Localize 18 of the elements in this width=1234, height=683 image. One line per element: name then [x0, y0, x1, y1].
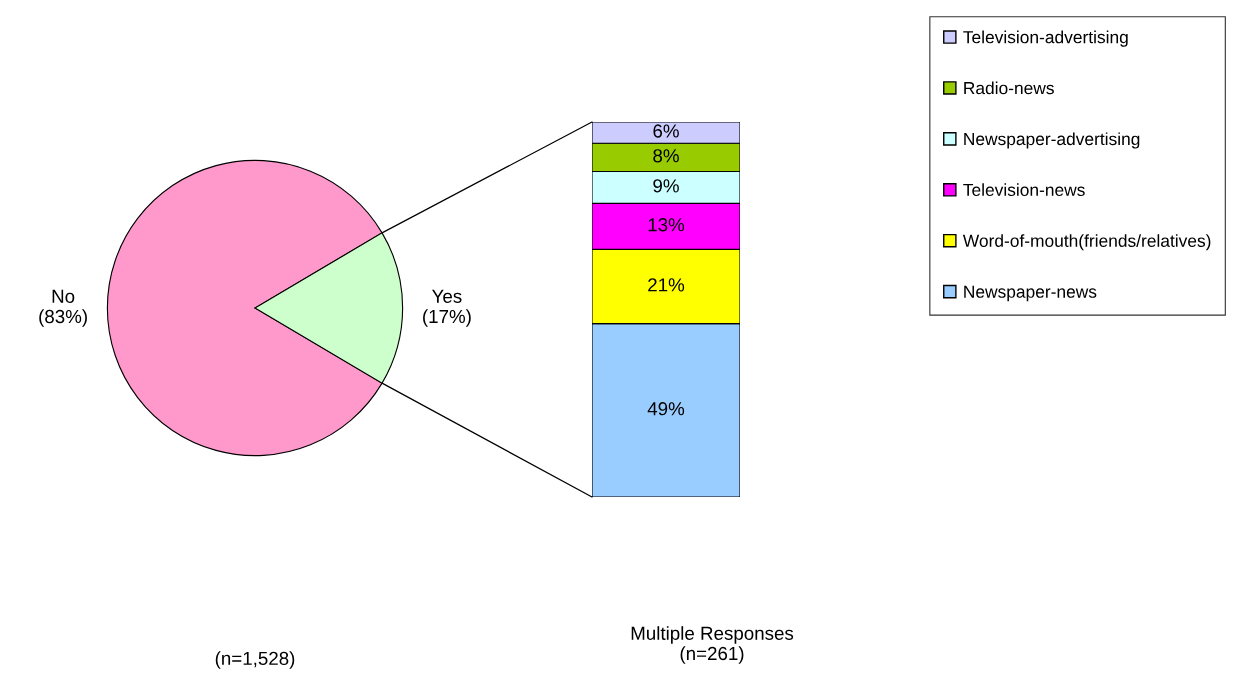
- legend-label: Word-of-mouth(friends/relatives): [962, 234, 1211, 251]
- slice-label: No: [52, 289, 75, 303]
- data-label: 13%: [648, 218, 685, 232]
- slice-label: Yes: [432, 289, 462, 303]
- data-label: (83%): [39, 309, 87, 327]
- legend-label: Newspaper-advertising: [964, 132, 1140, 149]
- data-label: 8%: [653, 149, 679, 163]
- text: (n=1,528): [215, 651, 295, 669]
- data-label: 6%: [653, 124, 679, 138]
- legend-label: Television-advertising: [963, 30, 1128, 47]
- data-label: (17%): [423, 309, 471, 327]
- data-label: 49%: [647, 402, 685, 416]
- legend-label: Newspaper-news: [964, 285, 1097, 302]
- data-label: 9%: [653, 179, 679, 193]
- legend-label: Radio-news: [964, 81, 1054, 95]
- legend-label: Television-news: [963, 183, 1085, 197]
- text: Multiple Responses (n=261): [631, 626, 794, 664]
- data-label: 21%: [648, 278, 685, 292]
